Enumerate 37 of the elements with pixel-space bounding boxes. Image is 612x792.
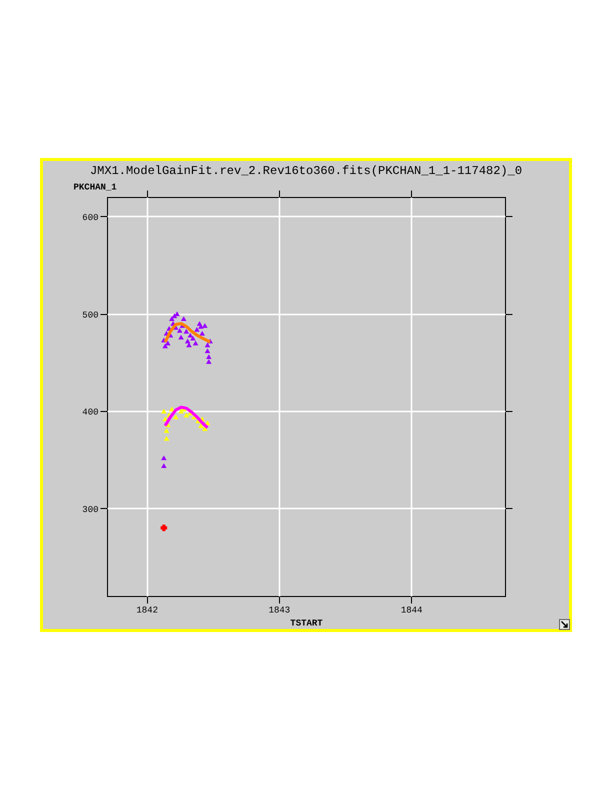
- x-tick-label: 1843: [268, 606, 290, 616]
- point: [186, 342, 192, 348]
- point: [173, 414, 178, 420]
- x-tick-label: 1842: [136, 606, 158, 616]
- point: [206, 359, 212, 364]
- y-tick-label: 400: [82, 408, 98, 418]
- point: [190, 336, 196, 340]
- point: [165, 340, 171, 346]
- point: [184, 412, 190, 418]
- point: [161, 463, 167, 468]
- point: [176, 328, 182, 333]
- point: [160, 524, 168, 532]
- x-tick-label: 1844: [400, 606, 422, 616]
- point: [199, 330, 205, 336]
- x-axis-title: TSTART: [290, 618, 324, 628]
- point: [161, 455, 167, 460]
- point: [206, 354, 212, 359]
- point: [202, 323, 208, 328]
- point: [169, 316, 175, 322]
- point: [184, 328, 190, 334]
- y-tick-label: 500: [82, 310, 98, 320]
- point: [194, 326, 200, 332]
- chart-title: JMX1.ModelGainFit.rev_2.Rev16to360.fits(PKCHAN_1_1-117482)_0: [90, 164, 522, 178]
- point: [204, 348, 210, 354]
- line-series: [164, 406, 209, 430]
- y-tick-label: 600: [82, 212, 98, 223]
- point: [180, 316, 186, 322]
- point: [161, 408, 167, 414]
- y-tick-label: 300: [82, 504, 98, 515]
- point: [178, 334, 184, 340]
- point: [184, 338, 190, 344]
- point: [198, 423, 204, 428]
- y-axis-title: PKCHAN_1: [74, 182, 118, 192]
- point: [192, 340, 198, 346]
- point: [162, 344, 168, 348]
- point: [204, 342, 210, 348]
- point: [164, 428, 170, 433]
